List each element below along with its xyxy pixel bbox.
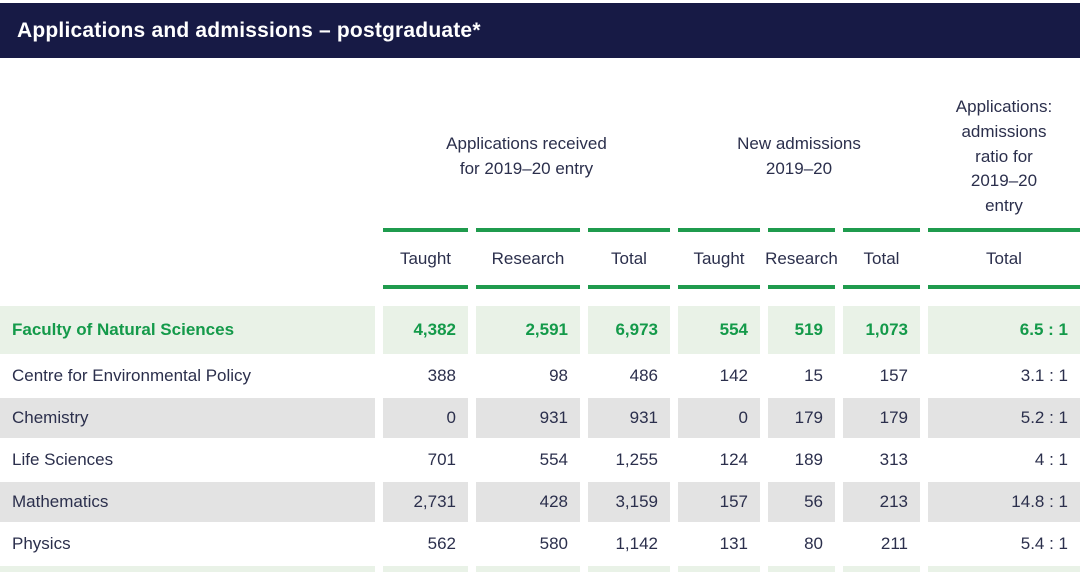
group-header-applications-received: Applications received for 2019–20 entry [446, 134, 607, 178]
row-value: 6,973 [588, 306, 670, 354]
row-value: 14.8 : 1 [928, 482, 1080, 522]
table-row: Mathematics 2,731 428 3,159 157 56 213 14.8 : 1 [0, 482, 1080, 522]
column-group-header-row: Applications received for 2019–20 entry … [0, 86, 1080, 228]
table-row: Centre for Environmental Policy 388 98 486 1… [0, 356, 1080, 396]
column-header-row: Taught Research Total Taught Research To… [0, 232, 1080, 285]
row-value: 56 [768, 482, 835, 522]
green-rule-segment [768, 228, 835, 232]
row-value: 486 [588, 356, 670, 396]
sliver-cell [678, 566, 760, 572]
table-row: Faculty of Natural Sciences 4,382 2,591 6,9… [0, 306, 1080, 354]
green-rule-segment [383, 228, 468, 232]
column-header-total-applications: Total [611, 248, 647, 268]
row-value: 131 [678, 524, 760, 564]
row-value: 2,731 [383, 482, 468, 522]
sliver-cell [928, 566, 1080, 572]
green-rule-segment [768, 285, 835, 289]
row-label: Faculty of Natural Sciences [0, 306, 375, 354]
green-rule-segment [928, 228, 1080, 232]
row-value: 554 [678, 306, 760, 354]
sliver-cell [843, 566, 920, 572]
title-banner: Applications and admissions – postgradua… [0, 3, 1080, 58]
row-label: Mathematics [0, 482, 375, 522]
column-header-research-applications: Research [491, 248, 565, 268]
row-value: 4 : 1 [928, 440, 1080, 480]
row-value: 5.2 : 1 [928, 398, 1080, 438]
row-value: 157 [678, 482, 760, 522]
row-value: 4,382 [383, 306, 468, 354]
column-header-total-ratio: Total [986, 248, 1022, 268]
row-value: 5.4 : 1 [928, 524, 1080, 564]
row-value: 80 [768, 524, 835, 564]
green-rule-segment [476, 228, 580, 232]
row-value: 1,142 [588, 524, 670, 564]
row-value: 98 [476, 356, 580, 396]
green-rule-top [0, 228, 1080, 232]
column-header-taught-admissions: Taught [693, 248, 745, 268]
column-header-total-admissions: Total [863, 248, 900, 268]
row-value: 554 [476, 440, 580, 480]
green-rule-segment [588, 285, 670, 289]
row-value: 3,159 [588, 482, 670, 522]
group-header-applications-admissions-ratio: Applications: admissions ratio for 2019–… [955, 97, 1053, 215]
row-label: Centre for Environmental Policy [0, 356, 375, 396]
green-rule-segment [678, 285, 760, 289]
green-rule-segment [843, 285, 920, 289]
row-value: 0 [678, 398, 760, 438]
row-value: 562 [383, 524, 468, 564]
row-value: 0 [383, 398, 468, 438]
table-rows: Faculty of Natural Sciences 4,382 2,591 6,9… [0, 306, 1080, 564]
group-header-new-admissions: New admissions 2019–20 [737, 134, 861, 178]
row-label: Life Sciences [0, 440, 375, 480]
sliver-cell [476, 566, 580, 572]
green-rule-segment [843, 228, 920, 232]
table-row: Physics 562 580 1,142 131 80 211 5.4 : 1 [0, 524, 1080, 564]
row-value: 179 [768, 398, 835, 438]
row-value: 6.5 : 1 [928, 306, 1080, 354]
row-value: 931 [476, 398, 580, 438]
row-value: 124 [678, 440, 760, 480]
column-header-taught-applications: Taught [399, 248, 452, 268]
table-row: Life Sciences 701 554 1,255 124 189 313 4 : 1 [0, 440, 1080, 480]
row-value: 701 [383, 440, 468, 480]
green-rule-segment [476, 285, 580, 289]
row-value: 142 [678, 356, 760, 396]
green-rule-segment [588, 228, 670, 232]
row-value: 189 [768, 440, 835, 480]
row-value: 3.1 : 1 [928, 356, 1080, 396]
page: { "banner": { "title": "Applications and… [0, 3, 1080, 575]
sliver-cell [588, 566, 670, 572]
row-value: 179 [843, 398, 920, 438]
row-value: 428 [476, 482, 580, 522]
table-row: Chemistry 0 931 931 0 179 179 5.2 : 1 [0, 398, 1080, 438]
page-title: Applications and admissions – postgradua… [17, 18, 481, 42]
row-value: 931 [588, 398, 670, 438]
row-value: 2,591 [476, 306, 580, 354]
sliver-cell [768, 566, 835, 572]
row-value: 211 [843, 524, 920, 564]
row-value: 213 [843, 482, 920, 522]
next-row-sliver [0, 566, 1080, 572]
row-value: 519 [768, 306, 835, 354]
row-value: 157 [843, 356, 920, 396]
row-value: 15 [768, 356, 835, 396]
row-value: 1,255 [588, 440, 670, 480]
green-rule-bottom [0, 285, 1080, 289]
row-label: Chemistry [0, 398, 375, 438]
green-rule-segment [678, 228, 760, 232]
green-rule-segment [383, 285, 468, 289]
row-value: 313 [843, 440, 920, 480]
rule-spacer [0, 285, 375, 289]
column-header-spacer [0, 232, 375, 285]
sliver-cell [383, 566, 468, 572]
green-rule-segment [928, 285, 1080, 289]
sliver-cell [0, 566, 375, 572]
column-header-research-admissions: Research [765, 248, 838, 268]
row-value: 1,073 [843, 306, 920, 354]
row-label: Physics [0, 524, 375, 564]
row-value: 580 [476, 524, 580, 564]
row-value: 388 [383, 356, 468, 396]
